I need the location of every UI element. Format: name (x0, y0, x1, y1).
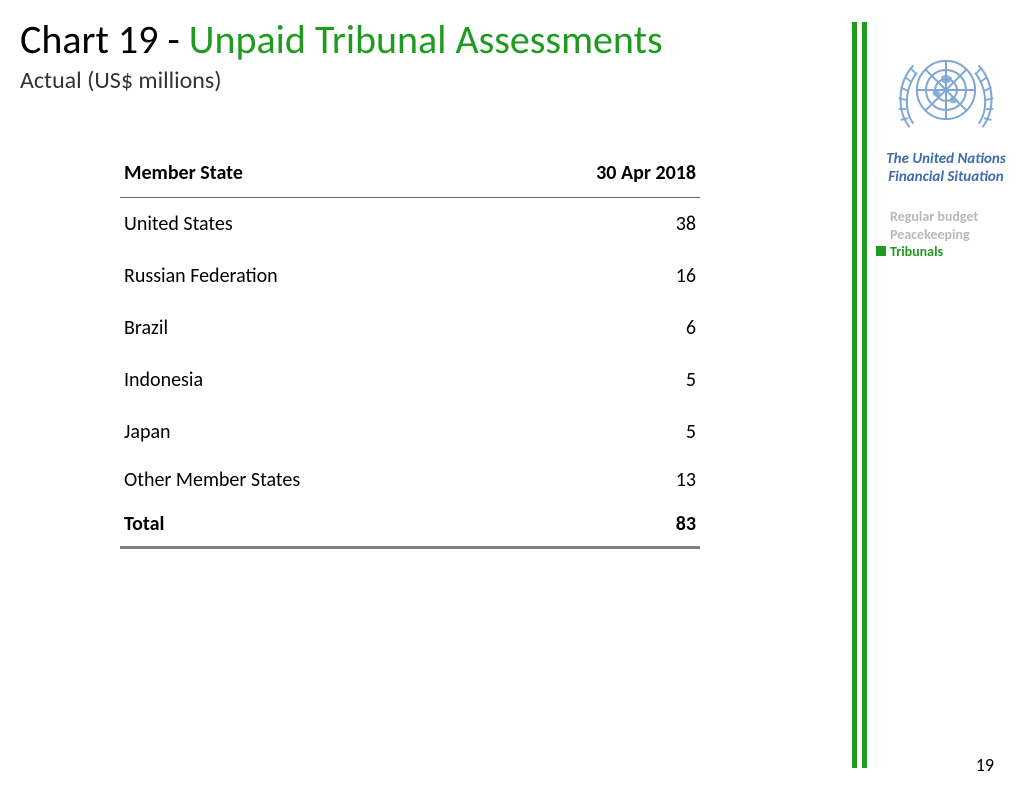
nav-item-peacekeeping: Peacekeeping (890, 226, 1016, 244)
table-row: Indonesia 5 (120, 354, 700, 406)
table-row: Other Member States 13 (120, 458, 700, 502)
cell-state: Indonesia (120, 354, 486, 406)
sidebar: The United Nations Financial Situation R… (876, 40, 1016, 261)
table-header-row: Member State 30 Apr 2018 (120, 151, 700, 198)
cell-value: 5 (486, 406, 700, 458)
sidebar-nav: Regular budget Peacekeeping Tribunals (876, 208, 1016, 261)
title-prefix: Chart 19 - (20, 15, 189, 64)
cell-state: United States (120, 198, 486, 251)
main-content: Chart 19 - Unpaid Tribunal Assessments A… (20, 18, 850, 549)
cell-state: Japan (120, 406, 486, 458)
col-header-member-state: Member State (120, 151, 486, 198)
cell-value: 16 (486, 250, 700, 302)
table-row: United States 38 (120, 198, 700, 251)
cell-value: 13 (486, 458, 700, 502)
table-total-row: Total 83 (120, 502, 700, 548)
vertical-divider (862, 22, 867, 768)
table-row: Russian Federation 16 (120, 250, 700, 302)
nav-item-tribunals: Tribunals (890, 243, 1016, 261)
table-row: Brazil 6 (120, 302, 700, 354)
cell-total-label: Total (120, 502, 486, 548)
nav-item-regular-budget: Regular budget (890, 208, 1016, 226)
cell-state: Other Member States (120, 458, 486, 502)
slide-title: Chart 19 - Unpaid Tribunal Assessments (20, 18, 850, 62)
slide-subtitle: Actual (US$ millions) (20, 66, 850, 95)
sidebar-caption: The United Nations Financial Situation (876, 150, 1016, 186)
cell-state: Brazil (120, 302, 486, 354)
cell-value: 6 (486, 302, 700, 354)
cell-value: 5 (486, 354, 700, 406)
assessments-table: Member State 30 Apr 2018 United States 3… (120, 151, 700, 549)
title-topic: Unpaid Tribunal Assessments (189, 15, 663, 64)
vertical-divider (852, 22, 857, 768)
cell-value: 38 (486, 198, 700, 251)
cell-state: Russian Federation (120, 250, 486, 302)
un-emblem-icon (891, 40, 1001, 140)
table: Member State 30 Apr 2018 United States 3… (120, 151, 700, 549)
col-header-date: 30 Apr 2018 (486, 151, 700, 198)
table-row: Japan 5 (120, 406, 700, 458)
page-number: 19 (976, 754, 994, 776)
cell-total-value: 83 (486, 502, 700, 548)
slide: Chart 19 - Unpaid Tribunal Assessments A… (0, 0, 1024, 798)
